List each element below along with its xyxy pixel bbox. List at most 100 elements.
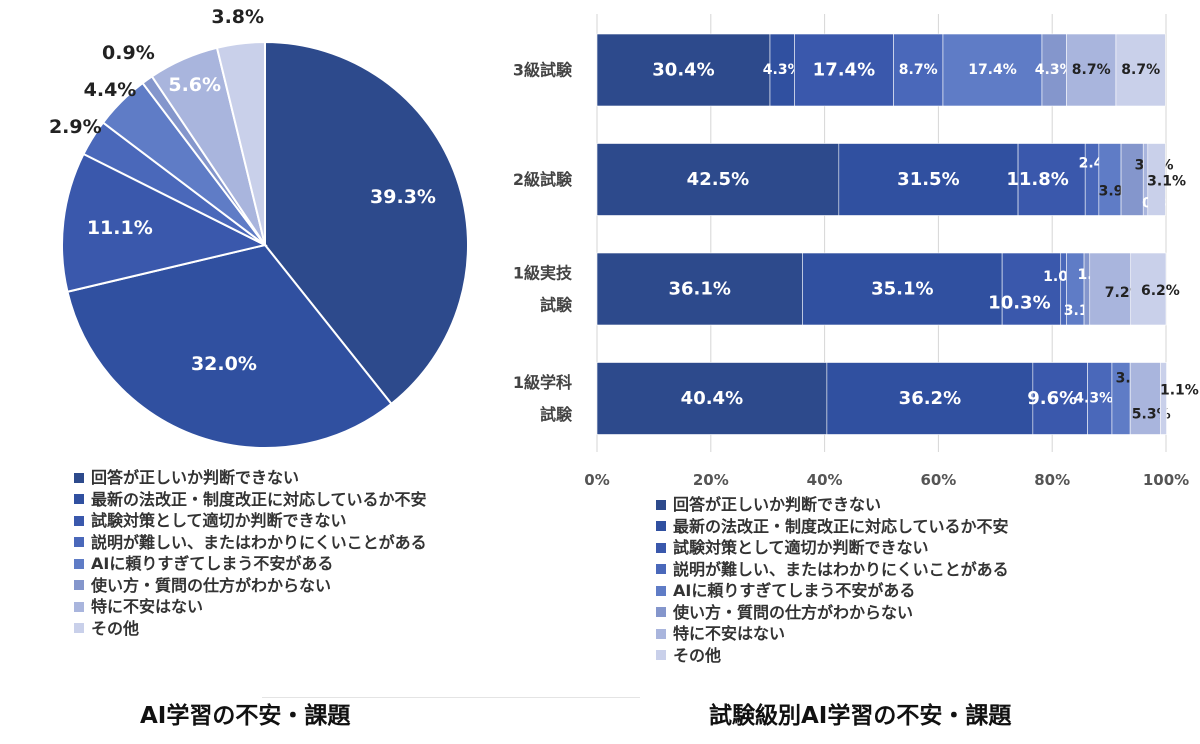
pie-slice-label: 2.9% [49,116,102,138]
bar-segment [1032,362,1088,435]
bar-data-label: 8.7% [1121,62,1160,78]
pie-slice-label: 0.9% [102,42,155,64]
bar-data-label: 36.1% [668,279,730,300]
bar-data-label: 17.4% [813,60,875,81]
bar-data-label: 3.1% [1147,174,1186,190]
bar-segment [1083,252,1091,326]
pie-slice-label: 11.1% [87,217,153,239]
legend-item: 使い方・質問の仕方がわからない [74,575,427,597]
pie-slice-label: 3.8% [211,6,264,28]
legend-item: 説明が難しい、またはわかりにくいことがある [656,559,1009,581]
bar-segment [1084,143,1100,216]
bar-segment [1129,362,1161,435]
legend-item: AIに頼りすぎてしまう不安がある [74,553,427,575]
bar-segment [1017,143,1086,216]
x-tick-label: 20% [693,471,729,489]
legend-label: 試験対策として適切か判断できない [673,538,929,557]
bar-segment [1130,252,1167,326]
legend-swatch [656,607,666,618]
bar-segment [1001,252,1062,326]
legend-label: 説明が難しい、またはわかりにくいことがある [91,532,427,552]
x-tick-label: 40% [807,471,843,489]
legend-swatch [74,601,84,612]
legend-item: 試験対策として適切か判断できない [74,510,427,532]
legend-swatch [74,537,84,548]
bar-data-label: 6.2% [1141,283,1180,299]
legend-label: 試験対策として適切か判断できない [91,511,347,530]
bar-segment [838,143,1019,216]
bar-data-label: 17.4% [968,62,1017,78]
legend-label: 回答が正しいか判断できない [673,495,882,514]
bar-segment [1120,143,1144,216]
bar-data-label: 4.3% [763,62,802,78]
pie-slice [264,40,469,406]
category-label: 試験 [540,296,573,315]
pie-slice-label: 32.0% [191,353,257,375]
bar-segment [769,33,795,107]
bar-data-label: 35.1% [871,279,933,300]
bar-segment [596,33,771,107]
legend-item: 説明が難しい、またはわかりにくいことがある [74,532,427,554]
bar-data-label: 40.4% [681,388,743,409]
pie-legend: 回答が正しいか判断できない最新の法改正・制度改正に対応しているか不安 試験対策とし… [74,467,427,639]
legend-label: 使い方・質問の仕方がわからない [91,575,332,595]
legend-item: その他 [656,645,1009,667]
legend-label: 使い方・質問の仕方がわからない [673,602,914,622]
legend-item: その他 [74,618,427,640]
bar-segment [1160,362,1167,435]
category-label: 1級学科 [513,373,572,392]
legend-swatch [74,494,84,505]
stacked-bar-chart: 0% 20% 40% 60% 80% 100% 3級試験 30.4% 4.3% 17.4% 8.7%… [513,14,1199,489]
x-tick-label: 100% [1143,471,1189,489]
bar-segment [826,362,1034,435]
bar-legend: 回答が正しいか判断できない最新の法改正・制度改正に対応しているか不安 試験対策とし… [656,494,1009,666]
bar-data-label: 9.6% [1027,388,1077,409]
bar-data-label: 42.5% [687,169,749,190]
legend-item: 回答が正しいか判断できない [656,494,1009,516]
category-label: 3級試験 [513,61,573,80]
legend-swatch [656,585,666,596]
legend-item: 試験対策として適切か判断できない [656,537,1009,559]
pie-slice [60,152,268,293]
bar-data-label: 31.5% [897,169,959,190]
bar-segment [596,362,828,435]
legend-swatch [656,499,666,510]
legend-item: 特に不安はない [74,596,427,618]
bar-segment [596,252,803,326]
bar-data-label: 11.8% [1006,169,1068,190]
legend-label: その他 [673,645,722,665]
divider [262,697,640,698]
legend-swatch [656,542,666,553]
bar-segment [942,33,1043,107]
bar-data-label: 8.7% [1072,62,1111,78]
legend-label: AIに頼りすぎてしまう不安がある [673,581,916,600]
legend-swatch [656,521,666,532]
legend-label: 最新の法改正・制度改正に対応しているか不安 [673,516,1009,536]
legend-item: 使い方・質問の仕方がわからない [656,602,1009,624]
x-tick-label: 60% [920,471,956,489]
pie-slice [66,243,393,449]
bar-segment [1098,143,1122,216]
legend-item: AIに頼りすぎてしまう不安がある [656,580,1009,602]
legend-label: 特に不安はない [91,597,204,616]
legend-label: AIに頼りすぎてしまう不安がある [91,554,334,573]
x-tick-label: 0% [584,471,609,489]
bar-segment [1147,143,1166,216]
bar-segment [1089,252,1132,326]
bar-data-label: 30.4% [652,60,714,81]
category-label: 1級実技 [513,264,573,283]
legend-swatch [74,558,84,569]
legend-swatch [74,472,84,483]
legend-item: 回答が正しいか判断できない [74,467,427,489]
bar-data-label: 36.2% [899,388,961,409]
bar-data-label: 1.1% [1160,383,1199,399]
bar-data-label: 10.3% [988,293,1050,314]
legend-label: 最新の法改正・制度改正に対応しているか不安 [91,489,427,509]
pie-slice-label: 4.4% [84,79,137,101]
bar-segment [794,33,894,107]
legend-swatch [74,623,84,634]
bar-segment [1115,33,1166,107]
pie-slice [215,40,266,246]
bar-chart-title: 試験級別AI学習の不安・課題 [709,703,1012,729]
legend-label: 回答が正しいか判断できない [91,468,300,487]
